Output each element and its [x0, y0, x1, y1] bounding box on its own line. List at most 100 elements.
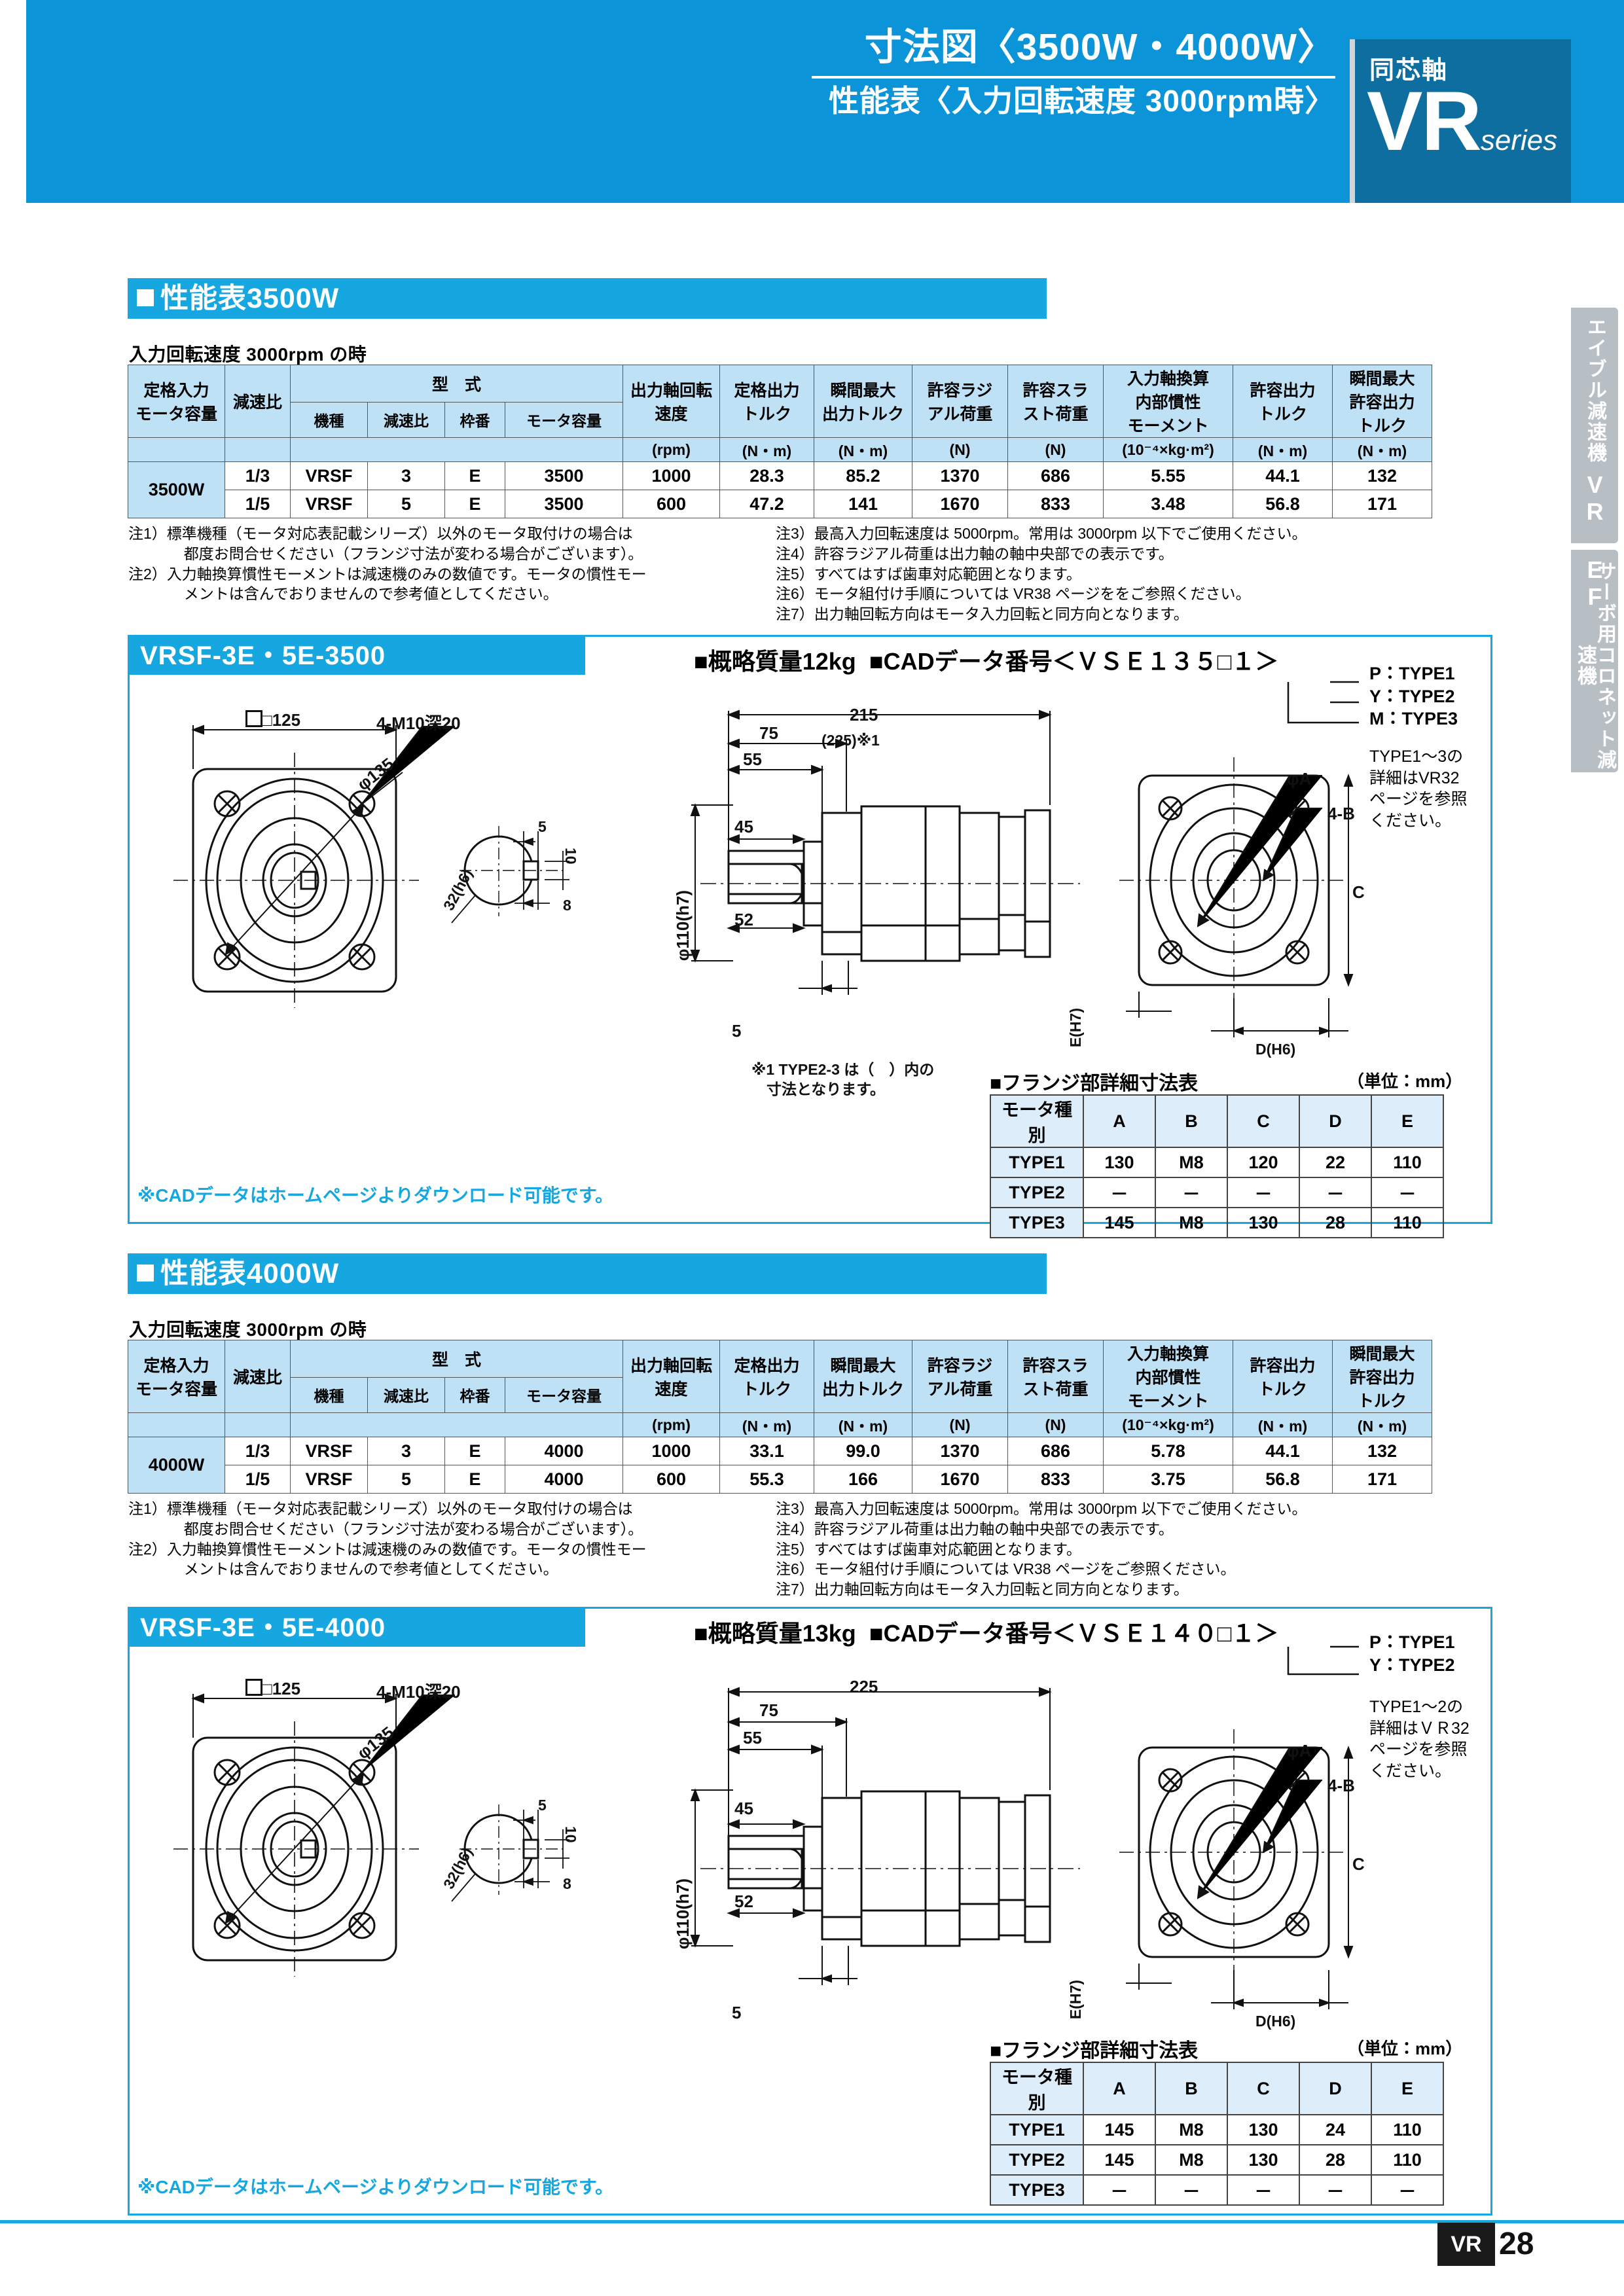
side-view-drawing-4000w	[690, 1687, 1080, 1985]
unit-nm-2: (N・m)	[814, 437, 912, 462]
cell-motor: 3500	[505, 461, 623, 490]
cell-peak-allow-torque: 132	[1332, 1437, 1432, 1465]
type-legend-item: P：TYPE1	[1369, 1632, 1455, 1652]
dim-C-3500w: C	[1352, 882, 1365, 902]
flange-cell-c: 130	[1227, 2114, 1300, 2145]
rear-view-drawing-4000w	[1119, 1729, 1354, 2009]
drawing-title-4000w: VRSF-3E・5E-4000	[130, 1609, 585, 1647]
side-tab-vr-reducer[interactable]: エイブル減速機	[1571, 308, 1618, 543]
flange-cell-b: M8	[1155, 1207, 1228, 1238]
note-label: 注2）	[128, 565, 167, 583]
keyway-detail-4000w	[451, 1804, 569, 1902]
cell-gensokuhi: 3	[367, 1437, 445, 1465]
side-tab-ef-reducer[interactable]: サーボ用コロネット減速機	[1571, 550, 1618, 772]
dim-55-3500w: 55	[743, 749, 762, 769]
unit-n-1: (N)	[912, 437, 1008, 462]
dim-75-3500w: 75	[759, 723, 778, 743]
flange-cell-b: －	[1155, 1177, 1228, 1208]
type-body-note-4000w: TYPE1～2の 詳細はＶＲ32 ページを参照 ください。	[1369, 1698, 1470, 1780]
notes-left-4000w: 注1） 標準機種（モータ対応表記載シリーズ）以外のモータ取付けの場合は 都度お問合せ…	[128, 1499, 770, 1579]
cell-motor: 4000	[505, 1465, 623, 1494]
notes-right-3500w: 注3） 最高入力回転速度は 5000rpm。常用は 3000rpm 以下でご使用く…	[776, 524, 1489, 624]
flange-th-motortype: モータ種別	[990, 1094, 1084, 1148]
type-legend-item: Y：TYPE2	[1369, 686, 1455, 706]
flange-th-a: A	[1083, 2062, 1156, 2115]
dim-E-3500w: E(H7)	[1067, 1008, 1084, 1048]
dim-key-d-3500w: 8	[563, 897, 571, 914]
unit-nm-2: (N・m)	[814, 1412, 912, 1437]
mass-cad-line-4000w: ■概略質量13kg ■CADデータ番号＜ＶＳＥ１４０□１＞	[694, 1615, 1278, 1649]
cell-peak-allow-torque: 171	[1332, 490, 1432, 518]
dim-square125-4000w: □125	[245, 1679, 300, 1699]
bullet-square-icon	[137, 289, 154, 306]
type-legend-item: Y：TYPE2	[1369, 1655, 1455, 1675]
section-bar-4000w: 性能表4000W	[128, 1253, 1047, 1294]
dim-bolt-4000w: 4-M10深20	[376, 1682, 461, 1702]
type-legend-item: P：TYPE1	[1369, 664, 1455, 683]
note-label: 注4）	[776, 545, 814, 562]
th-model: 型 式	[290, 365, 623, 403]
table-row: TYPE2 145 M8 130 28 110	[990, 2144, 1444, 2176]
cell-radial: 1370	[912, 1437, 1008, 1465]
cell-wakuban: E	[444, 461, 505, 490]
dim-E-4000w: E(H7)	[1067, 1980, 1084, 2020]
cell-allow-torque: 44.1	[1233, 1437, 1333, 1465]
perf-head-row-2: 機種 減速比 枠番 モータ容量	[128, 1376, 1432, 1414]
cell-rpm: 600	[623, 1465, 720, 1494]
perf-table-3500w: 定格入力 モータ容量 減速比 型 式 出力軸回転 速度 定格出力 トルク 瞬間最大 出力…	[128, 365, 1432, 518]
cell-capacity: 3500W	[128, 461, 225, 518]
flange-cell-b: －	[1155, 2174, 1228, 2206]
unit-inertia: (10⁻⁴×kg·m²)	[1103, 1412, 1233, 1437]
note-label: 注4）	[776, 1520, 814, 1537]
flange-th-d: D	[1299, 2062, 1372, 2115]
flange-cell-a: 145	[1083, 1207, 1156, 1238]
note-item: 注1） 標準機種（モータ対応表記載シリーズ）以外のモータ取付けの場合は 都度お問合せ…	[128, 524, 770, 564]
front-view-drawing-3500w	[173, 725, 455, 1008]
cell-gensokuhi: 5	[367, 1465, 445, 1494]
cell-peak-torque: 99.0	[814, 1437, 912, 1465]
dim-total-3500w: 215	[850, 705, 878, 725]
unit-nm-3: (N・m)	[1233, 437, 1333, 462]
perf-unit-row: (rpm) (N・m) (N・m) (N) (N) (10⁻⁴×kg·m²) (…	[128, 1412, 1432, 1437]
cell-inertia: 5.55	[1103, 461, 1233, 490]
page-header-banner	[0, 0, 1624, 203]
note-text: 許容ラジアル荷重は出力軸の軸中央部での表示です。	[814, 1520, 1174, 1537]
flange-cell-b: M8	[1155, 1147, 1228, 1178]
th-peak-torque: 瞬間最大 出力トルク	[814, 1340, 912, 1413]
th-inertia: 入力軸換算 内部慣性 モーメント	[1103, 1340, 1233, 1413]
dim-square125-3500w: □125	[245, 710, 300, 730]
cell-gensokuhi: 3	[367, 461, 445, 490]
cell-peak-torque: 85.2	[814, 461, 912, 490]
badge-series-label: series	[1480, 124, 1558, 156]
dim-5-3500w: 5	[732, 1021, 742, 1041]
type-body-note-3500w: TYPE1～3の 詳細はVR32 ページを参照 ください。	[1369, 747, 1468, 830]
flange-th-d: D	[1299, 1094, 1372, 1148]
perf-unit-row: (rpm) (N・m) (N・m) (N) (N) (10⁻⁴×kg·m²) (…	[128, 437, 1432, 462]
type-legend-item: M：TYPE3	[1369, 709, 1458, 729]
type-legend-4000w: P：TYPE1 Y：TYPE2	[1369, 1631, 1455, 1676]
flange-table-4000w: モータ種別 A B C D E TYPE1 145 M8 130 24 110 …	[990, 2062, 1444, 2206]
cell-allow-torque: 56.8	[1233, 1465, 1333, 1494]
dim-45-3500w: 45	[734, 817, 753, 836]
dim-D-4000w: D(H6)	[1255, 2013, 1296, 2030]
cell-motor: 3500	[505, 490, 623, 518]
th-reduction-ratio: 減速比	[225, 1340, 291, 1413]
th-rated-torque: 定格出力 トルク	[719, 1340, 814, 1413]
table-row: TYPE1 130 M8 120 22 110	[990, 1147, 1444, 1178]
flange-rowhdr: TYPE1	[990, 2114, 1084, 2145]
table-row: 4000W 1/3 VRSF 3 E 4000 1000 33.1 99.0 1…	[128, 1437, 1432, 1494]
note-label: 注7）	[776, 605, 814, 623]
flange-cell-e: －	[1371, 1177, 1444, 1208]
note-item: 注6） モータ組付け手順については VR38 ページををご参照ください。	[776, 584, 1489, 604]
mass-label-4000w: ■概略質量13kg	[694, 1620, 856, 1647]
flange-th-e: E	[1371, 2062, 1444, 2115]
cell-peak-allow-torque: 171	[1332, 1465, 1432, 1494]
flange-th-e: E	[1371, 1094, 1444, 1148]
cell-radial: 1670	[912, 1465, 1008, 1494]
flange-cell-a: 145	[1083, 2114, 1156, 2145]
th-sub-ratio: 減速比	[367, 401, 445, 439]
note-item: 注6） モータ組付け手順については VR38 ページをご参照ください。	[776, 1559, 1489, 1579]
th-output-speed: 出力軸回転 速度	[623, 1340, 720, 1413]
dim-D-3500w: D(H6)	[1255, 1041, 1296, 1058]
flange-rowhdr: TYPE3	[990, 2174, 1084, 2206]
